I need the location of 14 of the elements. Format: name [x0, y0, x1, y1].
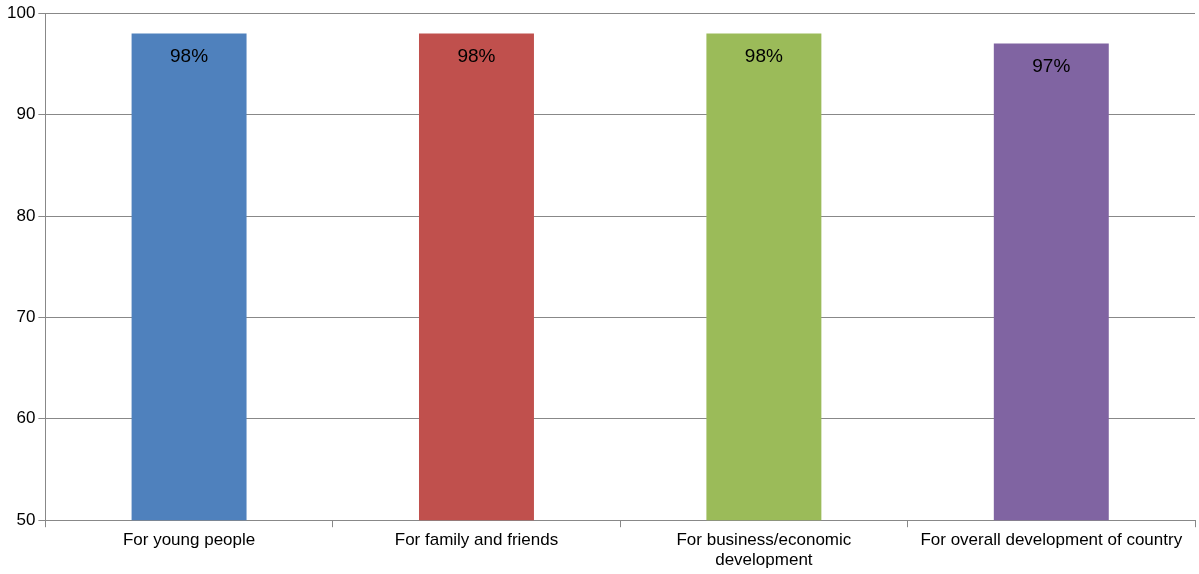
x-tick-label: For overall development of country [920, 530, 1183, 550]
x-tick-label: For family and friends [394, 530, 559, 550]
y-tick-label: 80 [16, 205, 36, 225]
y-tick-label: 100 [6, 2, 36, 22]
data-label: 97% [1032, 55, 1071, 77]
data-label: 98% [744, 45, 783, 67]
y-tick-label: 90 [16, 104, 36, 124]
x-tick-label: For business/economic development [676, 530, 852, 570]
data-label: 98% [170, 45, 209, 67]
data-label: 98% [457, 45, 496, 67]
y-tick-label: 70 [16, 307, 36, 327]
x-tick-label: For young people [122, 530, 256, 550]
y-tick-label: 60 [16, 408, 36, 428]
y-tick-label: 50 [16, 509, 36, 529]
